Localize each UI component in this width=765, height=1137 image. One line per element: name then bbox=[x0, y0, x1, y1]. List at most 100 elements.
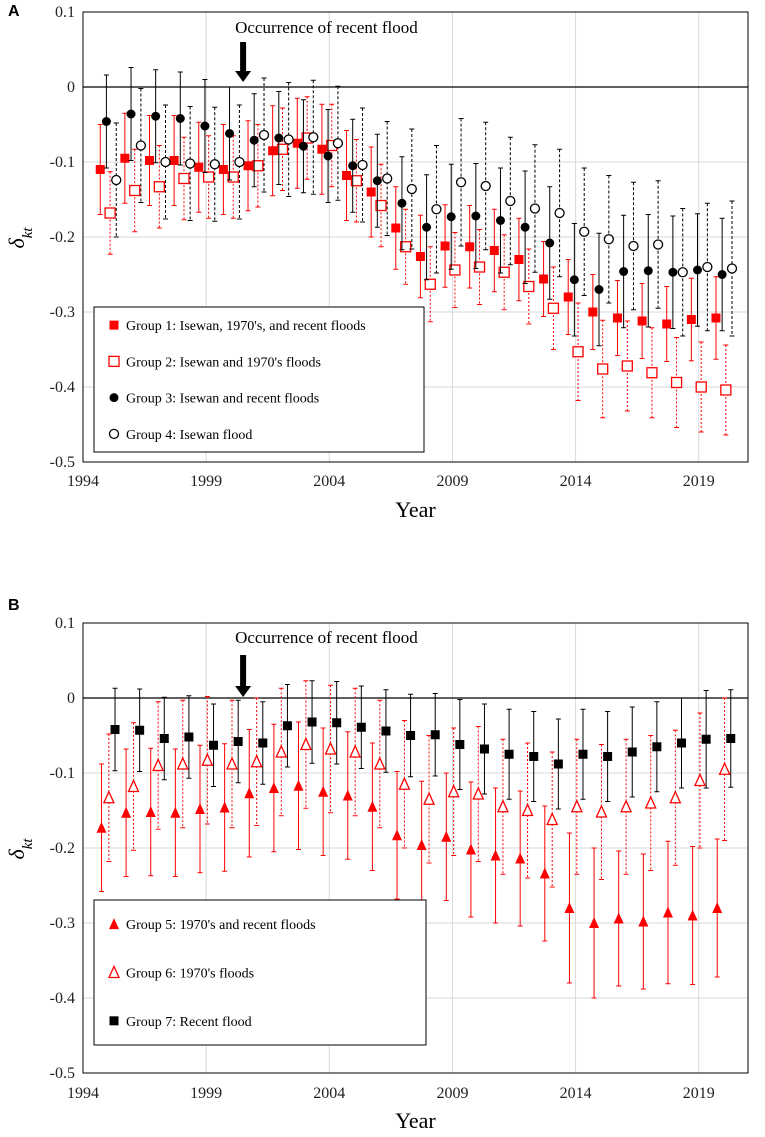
data-point bbox=[397, 198, 407, 208]
x-tick-label: 2014 bbox=[560, 1085, 592, 1102]
data-point bbox=[521, 802, 534, 817]
data-point bbox=[298, 141, 308, 151]
legend-label: Group 2: Isewan and 1970's floods bbox=[126, 355, 321, 370]
data-point bbox=[578, 749, 588, 759]
data-point bbox=[638, 915, 649, 927]
data-point bbox=[572, 346, 584, 358]
data-point bbox=[268, 146, 278, 156]
y-tick-label: -0.1 bbox=[50, 154, 75, 171]
plot-area-border bbox=[82, 622, 749, 1074]
legend-marker bbox=[108, 428, 120, 440]
data-point bbox=[628, 240, 639, 252]
x-tick-label: 2019 bbox=[683, 1085, 715, 1102]
data-point bbox=[110, 725, 120, 734]
y-tick-label: 0 bbox=[67, 690, 75, 707]
data-point bbox=[121, 806, 132, 818]
data-point bbox=[127, 778, 140, 793]
data-point bbox=[357, 159, 368, 171]
data-point bbox=[275, 744, 288, 758]
legend-marker bbox=[109, 393, 119, 403]
data-point bbox=[505, 195, 516, 207]
legend-marker bbox=[109, 320, 119, 330]
data-point bbox=[324, 741, 337, 755]
data-point bbox=[424, 278, 436, 290]
data-point bbox=[597, 363, 609, 375]
annotation-arrow-shaft bbox=[240, 655, 247, 688]
y-tick-label: -0.5 bbox=[50, 454, 75, 471]
data-point bbox=[175, 114, 185, 123]
data-point bbox=[184, 158, 196, 169]
data-point bbox=[693, 265, 703, 275]
data-point bbox=[440, 241, 450, 251]
y-tick-label: -0.4 bbox=[50, 379, 75, 396]
series-3 bbox=[101, 67, 727, 347]
data-point bbox=[669, 790, 682, 804]
data-point bbox=[495, 216, 505, 225]
data-point bbox=[662, 319, 672, 329]
legend-marker bbox=[108, 355, 120, 368]
data-point bbox=[465, 843, 476, 855]
data-point bbox=[153, 181, 166, 193]
data-point bbox=[250, 754, 263, 768]
x-tick-label: 1994 bbox=[67, 1085, 99, 1102]
data-point bbox=[637, 316, 647, 326]
y-tick-label: -0.5 bbox=[50, 1065, 75, 1082]
legend-label: Group 4: Isewan flood bbox=[126, 428, 252, 443]
data-point bbox=[670, 376, 683, 389]
data-point bbox=[194, 803, 205, 814]
data-point bbox=[431, 204, 442, 215]
data-point bbox=[373, 756, 386, 770]
data-point bbox=[225, 129, 235, 138]
data-point bbox=[473, 261, 486, 273]
series-2 bbox=[102, 680, 731, 888]
annotation-arrow-head bbox=[235, 686, 252, 697]
data-point bbox=[367, 800, 378, 812]
x-tick-label: 1994 bbox=[67, 473, 99, 490]
data-point bbox=[200, 121, 210, 131]
legend-label: Group 1: Isewan, 1970's, and recent floo… bbox=[126, 319, 366, 334]
data-point bbox=[489, 246, 499, 255]
data-point bbox=[201, 752, 214, 766]
data-point bbox=[441, 830, 452, 842]
data-point bbox=[381, 726, 391, 736]
data-point bbox=[184, 732, 194, 742]
data-point bbox=[348, 161, 358, 171]
data-point bbox=[546, 811, 559, 826]
y-tick-label: 0.1 bbox=[55, 4, 75, 21]
data-point bbox=[151, 111, 161, 121]
legend: Group 5: 1970's and recent floods Group 6… bbox=[93, 899, 427, 1046]
data-point bbox=[595, 804, 608, 818]
data-point bbox=[332, 718, 342, 728]
data-point bbox=[447, 784, 460, 798]
data-point bbox=[268, 782, 279, 793]
data-point bbox=[244, 787, 255, 799]
data-point bbox=[726, 263, 738, 274]
data-point bbox=[169, 156, 179, 165]
y-tick-label: -0.4 bbox=[50, 990, 75, 1007]
x-tick-label: 2019 bbox=[683, 473, 715, 490]
data-point bbox=[332, 138, 344, 149]
data-point bbox=[695, 381, 707, 393]
data-point bbox=[170, 806, 181, 818]
data-point bbox=[218, 165, 228, 174]
data-point bbox=[455, 177, 467, 188]
data-point bbox=[553, 759, 563, 769]
series-1 bbox=[95, 97, 721, 362]
data-point bbox=[233, 737, 243, 746]
legend: Group 1: Isewan, 1970's, and recent floo… bbox=[93, 306, 425, 453]
data-point bbox=[349, 744, 362, 758]
data-point bbox=[282, 721, 292, 731]
data-point bbox=[101, 117, 111, 126]
data-point bbox=[356, 722, 366, 732]
data-point bbox=[686, 315, 696, 324]
x-axis-title: Year bbox=[395, 497, 436, 522]
legend-marker bbox=[109, 918, 119, 930]
annotation-arrow-shaft bbox=[240, 42, 247, 73]
data-point bbox=[276, 143, 289, 155]
data-point bbox=[717, 270, 727, 279]
x-tick-label: 2009 bbox=[436, 1085, 468, 1102]
legend-marker bbox=[109, 1016, 119, 1026]
data-point bbox=[398, 776, 411, 790]
data-point bbox=[652, 239, 664, 250]
